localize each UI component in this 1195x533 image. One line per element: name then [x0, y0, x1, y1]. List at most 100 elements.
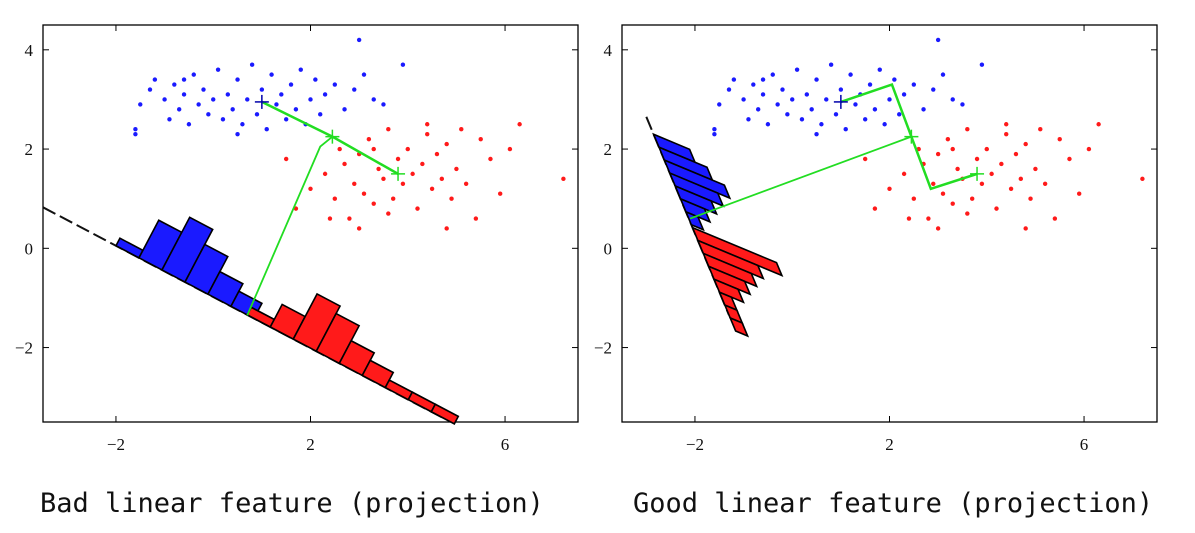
point-blue — [935, 37, 941, 43]
point-red — [999, 161, 1004, 167]
x-tick-label: 2 — [306, 435, 315, 454]
point-red — [1004, 122, 1009, 127]
point-blue — [979, 62, 985, 67]
projection-connector — [246, 135, 333, 316]
point-red — [420, 161, 425, 167]
point-red — [400, 181, 406, 186]
point-red — [965, 127, 970, 132]
y-tick-label: 0 — [604, 239, 613, 258]
point-red — [507, 146, 513, 152]
point-red — [352, 181, 357, 186]
point-blue — [712, 131, 717, 137]
histogram-bar-red — [728, 316, 750, 338]
histogram-bar-blue — [206, 270, 244, 308]
point-red — [1004, 131, 1009, 137]
histogram-bar-red — [701, 251, 759, 288]
histogram-bar-blue — [160, 216, 214, 284]
histogram-bar-red — [292, 292, 342, 353]
point-blue — [911, 82, 917, 87]
x-tick-label: 6 — [1080, 435, 1089, 454]
point-red — [1067, 156, 1072, 162]
point-blue — [901, 92, 907, 97]
point-red — [444, 226, 449, 231]
point-blue — [225, 92, 231, 97]
point-red — [994, 206, 999, 211]
point-red — [439, 176, 445, 182]
point-blue — [931, 87, 936, 92]
y-tick-label: −2 — [15, 339, 33, 358]
point-red — [283, 156, 289, 162]
point-blue — [259, 87, 265, 92]
x-tick-label: −2 — [107, 435, 125, 454]
histogram-bar-red — [361, 359, 395, 389]
panel-good: −2 2 6 −2 0 2 4 — [594, 24, 1158, 454]
point-red — [517, 122, 522, 127]
point-red — [1052, 216, 1058, 221]
point-blue — [940, 72, 946, 77]
point-blue — [741, 97, 746, 102]
point-blue — [877, 67, 882, 72]
point-red — [381, 176, 386, 182]
right-panel-caption: Good linear feature (projection) — [633, 488, 1154, 519]
plot-frame — [42, 24, 579, 423]
point-red — [444, 141, 449, 147]
point-blue — [746, 117, 751, 122]
point-red — [945, 136, 951, 142]
point-red — [935, 151, 941, 157]
point-blue — [819, 122, 824, 127]
point-blue — [775, 102, 780, 107]
point-blue — [897, 112, 902, 117]
point-red — [989, 171, 994, 177]
point-red — [332, 196, 338, 201]
point-red — [463, 181, 469, 186]
point-blue — [298, 67, 303, 72]
point-red — [1008, 186, 1014, 191]
point-blue — [235, 77, 240, 82]
point-red — [459, 127, 464, 132]
point-blue — [283, 117, 289, 122]
point-red — [371, 146, 376, 152]
point-red — [322, 171, 328, 177]
point-blue — [191, 72, 196, 77]
point-blue — [853, 102, 858, 107]
point-red — [473, 216, 479, 221]
point-red — [1023, 141, 1028, 147]
point-blue — [780, 87, 785, 92]
point-blue — [152, 77, 158, 82]
projection-connector — [689, 135, 912, 220]
point-red — [497, 191, 503, 196]
point-blue — [201, 87, 206, 92]
histogram-bar-blue — [684, 210, 705, 232]
y-tick-label: −2 — [594, 339, 612, 358]
point-red — [911, 196, 917, 201]
point-blue — [381, 102, 386, 107]
point-blue — [809, 107, 814, 112]
point-blue — [814, 131, 819, 137]
point-blue — [352, 87, 357, 92]
point-blue — [167, 117, 172, 122]
point-blue — [400, 62, 406, 67]
histogram-bar-red — [338, 339, 376, 377]
point-red — [449, 196, 454, 201]
point-blue — [249, 62, 255, 67]
histogram-bar-red — [315, 312, 361, 365]
point-red — [308, 186, 313, 191]
point-blue — [862, 117, 868, 122]
point-blue — [196, 102, 201, 107]
point-blue — [828, 62, 834, 67]
point-blue — [274, 102, 279, 107]
point-red — [1140, 176, 1145, 182]
point-red — [1076, 191, 1082, 196]
point-blue — [887, 97, 892, 102]
point-blue — [833, 112, 839, 117]
point-blue — [867, 82, 873, 87]
point-blue — [181, 92, 187, 97]
point-red — [361, 191, 367, 196]
point-blue — [220, 117, 226, 122]
point-blue — [872, 107, 878, 112]
point-red — [395, 156, 401, 162]
point-blue — [371, 97, 376, 102]
point-blue — [245, 97, 250, 102]
point-blue — [332, 82, 338, 87]
point-blue — [726, 87, 732, 92]
